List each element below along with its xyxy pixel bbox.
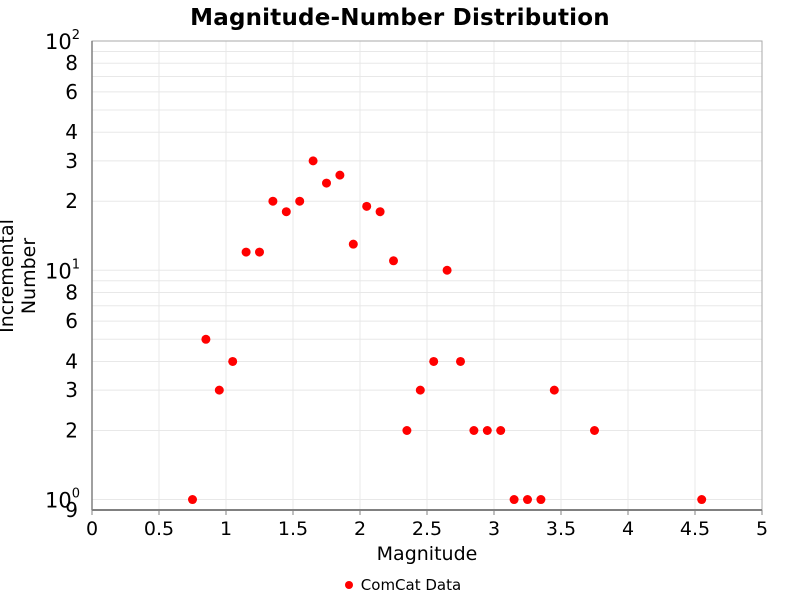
y-decade-label: 101 (45, 257, 80, 283)
data-point[interactable] (523, 495, 532, 505)
data-point[interactable] (415, 385, 425, 395)
data-point[interactable] (375, 207, 385, 217)
y-axis-title: Incremental Number (0, 219, 40, 333)
data-point[interactable] (496, 425, 506, 435)
chart-title: Magnitude-Number Distribution (190, 5, 610, 31)
x-tick-label: 0.5 (144, 518, 174, 540)
data-point[interactable] (201, 334, 211, 344)
y-tick-label: 3 (65, 149, 78, 173)
y-tick-label: 3 (65, 378, 78, 402)
data-point[interactable] (509, 495, 519, 505)
x-tick-label: 3.5 (546, 518, 576, 540)
data-point[interactable] (456, 356, 465, 366)
y-tick-label: 6 (65, 80, 78, 104)
y-decade-label: 100 (45, 487, 80, 513)
x-tick-label: 2.5 (412, 518, 442, 540)
data-point[interactable] (214, 385, 224, 395)
data-point[interactable] (442, 265, 452, 275)
data-point[interactable] (255, 247, 264, 257)
y-tick-label: 6 (65, 309, 78, 333)
y-tick-label: 8 (65, 280, 78, 304)
data-point[interactable] (295, 196, 305, 206)
data-point[interactable] (322, 178, 331, 188)
data-point[interactable] (228, 356, 238, 366)
data-point[interactable] (241, 247, 251, 257)
legend-label: ComCat Data (360, 576, 462, 594)
data-point[interactable] (188, 495, 197, 505)
x-tick-label: 5 (756, 518, 768, 540)
legend-item[interactable]: ComCat Data (68, 576, 738, 594)
x-tick-label: 4.5 (680, 518, 710, 540)
y-tick-label: 2 (65, 189, 78, 213)
data-point[interactable] (348, 239, 358, 249)
data-point[interactable] (590, 425, 599, 435)
x-tick-label: 0 (86, 518, 98, 540)
data-point[interactable] (549, 385, 559, 395)
x-axis-title: Magnitude (376, 543, 478, 565)
data-point[interactable] (482, 425, 492, 435)
data-point[interactable] (469, 425, 479, 435)
x-tick-label: 3 (488, 518, 500, 540)
y-decade-label: 102 (45, 28, 80, 54)
data-point[interactable] (308, 156, 318, 166)
data-point[interactable] (429, 356, 439, 366)
data-point[interactable] (281, 207, 291, 217)
data-point[interactable] (362, 201, 372, 211)
data-point[interactable] (335, 170, 345, 180)
x-tick-label: 1 (220, 518, 232, 540)
y-tick-label: 4 (65, 120, 78, 144)
legend-marker-icon (344, 581, 353, 589)
y-tick-label: 2 (65, 418, 78, 442)
x-tick-label: 4 (622, 518, 634, 540)
y-tick-label: 4 (65, 349, 78, 373)
data-point[interactable] (268, 196, 278, 206)
data-point[interactable] (536, 495, 546, 505)
y-tick-label: 9 (65, 498, 78, 522)
data-point[interactable] (402, 425, 412, 435)
x-tick-label: 2 (354, 518, 366, 540)
data-point[interactable] (389, 256, 398, 266)
y-tick-label: 8 (65, 51, 78, 75)
data-point[interactable] (697, 495, 707, 505)
x-tick-label: 1.5 (278, 518, 308, 540)
